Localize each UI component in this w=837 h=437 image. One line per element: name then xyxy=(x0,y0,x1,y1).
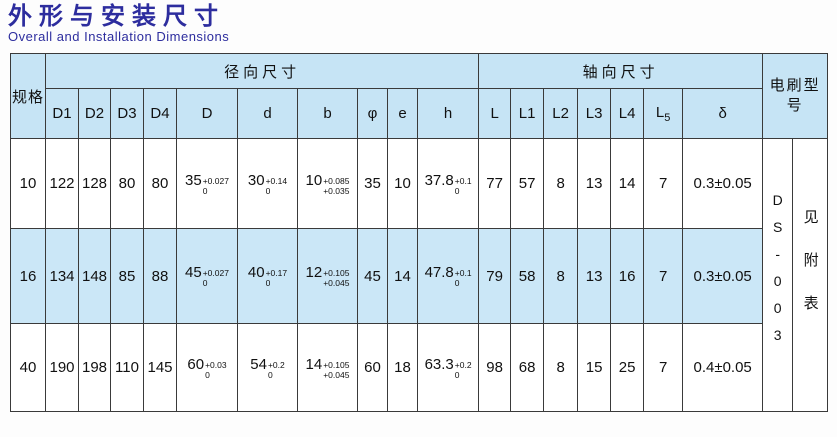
header-col-delta: δ xyxy=(682,88,764,140)
cell-h: 47.8 +0.1 0 xyxy=(416,228,480,325)
cell-delta: 0.3±0.05 xyxy=(682,138,764,230)
cell-D: 35 +0.027 0 xyxy=(176,138,238,230)
header-l5-base: L xyxy=(655,103,665,121)
header-col-L: L xyxy=(478,88,512,140)
cell-d4: 88 xyxy=(143,228,177,325)
header-col-L2: L2 xyxy=(543,88,579,140)
cell-d3: 80 xyxy=(110,138,144,230)
cell-h: 63.3 +0.2 0 xyxy=(416,323,480,413)
header-col-d: d xyxy=(237,88,298,140)
cell-L5: 7 xyxy=(643,228,684,325)
page-header: 外形与安装尺寸 Overall and Installation Dimensi… xyxy=(0,0,837,44)
header-col-h: h xyxy=(416,88,480,140)
header-col-phi: φ xyxy=(357,88,388,140)
page-title: 外形与安装尺寸 xyxy=(8,3,225,30)
cell-L4: 14 xyxy=(610,138,645,230)
header-col-d4: D4 xyxy=(143,88,177,140)
header-col-D: D xyxy=(176,88,238,140)
cell-spec: 40 xyxy=(10,323,46,413)
header-col-d1: D1 xyxy=(45,88,79,140)
header-col-d2: D2 xyxy=(78,88,111,140)
cell-brush-model: DS-003 xyxy=(762,138,794,413)
cell-d2: 128 xyxy=(78,138,111,230)
page-subtitle: Overall and Installation Dimensions xyxy=(8,29,230,45)
cell-L: 79 xyxy=(478,228,512,325)
cell-d3: 110 xyxy=(110,323,144,413)
cell-h: 37.8 +0.1 0 xyxy=(416,138,480,230)
cell-phi: 45 xyxy=(357,228,388,325)
cell-d1: 190 xyxy=(45,323,79,413)
header-l5-sub: 5 xyxy=(664,111,671,124)
header-col-d3: D3 xyxy=(110,88,144,140)
cell-d: 30 +0.14 0 xyxy=(237,138,298,230)
table-row-spec10: 10 122 128 80 80 35 +0.027 0 30 +0.14 0 10 +0… xyxy=(10,138,829,413)
cell-L2: 8 xyxy=(543,323,579,413)
cell-L5: 7 xyxy=(643,323,684,413)
brush-note-vertical-text: 见附表 xyxy=(801,208,819,338)
cell-L4: 16 xyxy=(610,228,645,325)
cell-brush-note: 见附表 xyxy=(792,138,829,413)
cell-L: 98 xyxy=(478,323,512,413)
cell-D: 45 +0.027 0 xyxy=(176,228,238,325)
header-col-b: b xyxy=(297,88,358,140)
cell-d1: 122 xyxy=(45,138,79,230)
cell-e: 18 xyxy=(387,323,418,413)
table-row-spec40: 40 190 198 110 145 60 +0.03 0 54 +0.2 0 14 +0… xyxy=(10,323,828,413)
cell-delta: 0.4±0.05 xyxy=(682,323,764,413)
cell-L5: 7 xyxy=(643,138,684,230)
header-brush-model: 电刷型号 xyxy=(762,53,829,140)
cell-d2: 198 xyxy=(78,323,111,413)
cell-d: 54 +0.2 0 xyxy=(237,323,298,413)
header-col-e: e xyxy=(387,88,418,140)
header-radial-group: 径向尺寸 xyxy=(44,53,480,90)
cell-d1: 134 xyxy=(45,228,79,325)
header-axial-group: 轴向尺寸 xyxy=(478,53,764,90)
dimensions-table: 规格 径向尺寸 轴向尺寸 电刷型号 D1 D2 D3 D4 D d b φ e … xyxy=(10,53,829,413)
cell-b: 14 +0.105 +0.045 xyxy=(297,323,358,413)
cell-phi: 35 xyxy=(357,138,388,230)
header-col-L1: L1 xyxy=(510,88,545,140)
cell-L1: 68 xyxy=(510,323,545,413)
cell-L4: 25 xyxy=(610,323,645,413)
cell-e: 14 xyxy=(387,228,418,325)
cell-D: 60 +0.03 0 xyxy=(176,323,238,413)
cell-d3: 85 xyxy=(110,228,144,325)
cell-delta: 0.3±0.05 xyxy=(682,228,764,325)
cell-d4: 80 xyxy=(143,138,177,230)
cell-L: 77 xyxy=(478,138,512,230)
cell-L1: 58 xyxy=(510,228,545,325)
cell-spec: 10 xyxy=(10,138,46,230)
table-row-spec16: 16 134 148 85 88 45 +0.027 0 40 +0.17 0 12 +0… xyxy=(10,228,828,325)
cell-L3: 15 xyxy=(577,323,612,413)
header-col-L5: L5 xyxy=(643,88,684,140)
cell-L1: 57 xyxy=(510,138,545,230)
brush-model-vertical-text: DS-003 xyxy=(769,192,786,355)
cell-d2: 148 xyxy=(78,228,111,325)
cell-L2: 8 xyxy=(543,138,579,230)
header-col-L3: L3 xyxy=(577,88,612,140)
cell-L3: 13 xyxy=(577,228,612,325)
cell-L2: 8 xyxy=(543,228,579,325)
cell-d: 40 +0.17 0 xyxy=(237,228,298,325)
cell-d4: 145 xyxy=(143,323,177,413)
header-col-L4: L4 xyxy=(610,88,645,140)
cell-spec: 16 xyxy=(10,228,46,325)
cell-L3: 13 xyxy=(577,138,612,230)
cell-b: 12 +0.105 +0.045 xyxy=(297,228,358,325)
cell-e: 10 xyxy=(387,138,418,230)
cell-phi: 60 xyxy=(357,323,388,413)
header-spec: 规格 xyxy=(10,53,46,140)
cell-b: 10 +0.085 +0.035 xyxy=(297,138,358,230)
